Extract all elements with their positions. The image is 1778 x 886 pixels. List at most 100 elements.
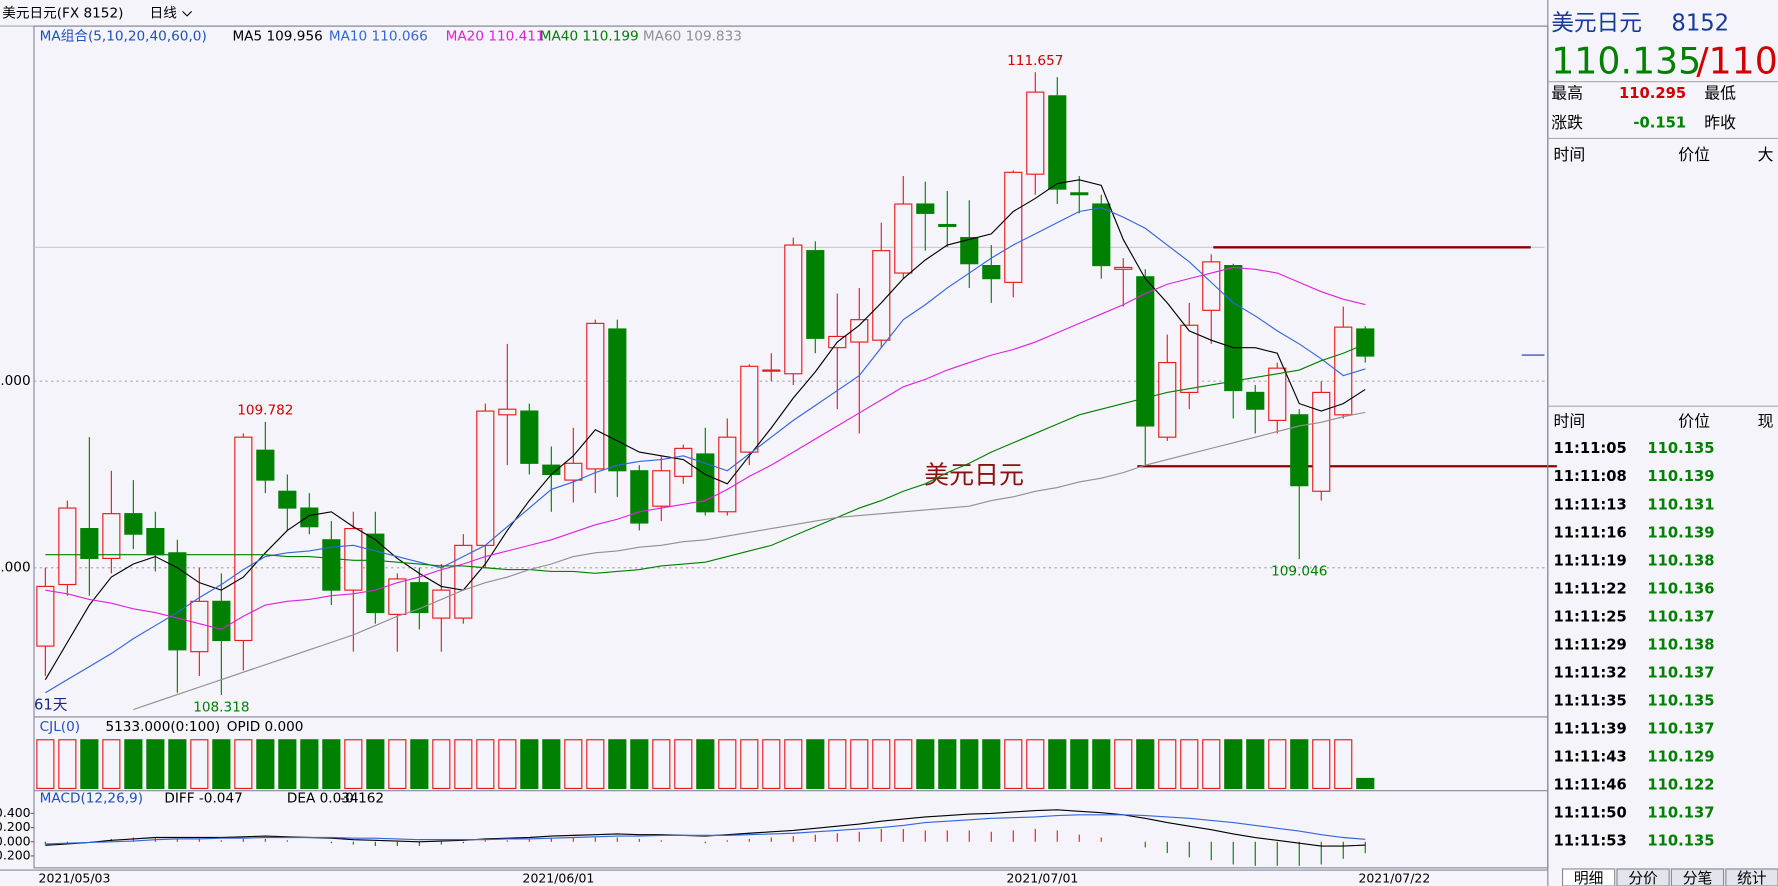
tick-time: 11:11:43 <box>1553 748 1626 765</box>
symbol-label: 美元日元(FX 8152) <box>2 6 123 22</box>
legend-part: DEA <box>287 791 316 807</box>
volume-bar <box>1180 739 1199 790</box>
tick-list: 11:11:05 110.135 11:11:08 110.139 11:11:13 11… <box>1553 440 1714 849</box>
volume-bar <box>1356 777 1375 790</box>
volume-bar <box>520 739 539 790</box>
tick-price: 110.122 <box>1647 776 1714 793</box>
tick-time: 11:11:35 <box>1553 692 1626 709</box>
tab[interactable] <box>1561 868 1616 886</box>
volume-bar <box>366 739 385 790</box>
volume-bar <box>256 739 275 790</box>
candle-body <box>1202 261 1221 311</box>
volume-bar <box>1290 739 1309 790</box>
candle-body <box>564 462 583 481</box>
ma-legend-entry: MA5 109.956 <box>232 28 322 44</box>
tick-time: 11:11:19 <box>1553 552 1626 569</box>
candle-body <box>1048 95 1067 190</box>
candle-body <box>1268 367 1287 421</box>
volume-bar <box>1048 739 1067 790</box>
tab-label[interactable]: 明细 <box>1574 870 1603 886</box>
macd-legend-entry: DIFF -0.047 <box>164 791 242 807</box>
macd-tick-label: 0.000 <box>0 833 31 848</box>
candle-body <box>1114 266 1133 270</box>
candle-body <box>1334 326 1353 416</box>
tick-time: 11:11:16 <box>1553 524 1626 541</box>
volume-bar <box>410 739 429 790</box>
period-label: 61天 <box>34 697 68 714</box>
legend-part: 110.411 <box>488 28 544 44</box>
volume-bar <box>872 739 891 790</box>
quote-price-tail: /110. <box>1696 40 1778 83</box>
volume-bar <box>1334 739 1353 790</box>
candle-body <box>410 582 429 614</box>
tick-time: 11:11:39 <box>1553 720 1626 737</box>
legend-part: 109.956 <box>266 28 322 44</box>
ma-legend-entry: MA20 110.411 <box>446 28 545 44</box>
tick-price: 110.135 <box>1647 440 1714 457</box>
macd-tick-label: 0.400 <box>0 805 31 820</box>
candle-body <box>36 585 55 647</box>
volume-bar <box>740 739 759 790</box>
period-dropdown[interactable]: 日线 <box>150 6 178 22</box>
tick-price: 110.138 <box>1647 636 1714 653</box>
ma-legend-entry: MA10 110.066 <box>329 28 428 44</box>
tick-time: 11:11:46 <box>1553 776 1626 793</box>
tick-price: 110.137 <box>1647 608 1714 625</box>
tab[interactable] <box>1725 868 1778 886</box>
tick-time: 11:11:13 <box>1553 496 1626 513</box>
volume-bar <box>388 739 407 790</box>
legend-part: 0.034 <box>320 791 359 807</box>
column-header: 价位 <box>1678 412 1710 431</box>
candle-body <box>124 513 143 535</box>
volume-bar <box>1136 739 1155 790</box>
candle-body <box>366 533 385 614</box>
candle-body <box>1158 362 1177 438</box>
volume-bar <box>124 739 143 790</box>
candle-body <box>696 453 715 513</box>
tab[interactable] <box>1670 868 1725 886</box>
tick-price: 110.135 <box>1647 692 1714 709</box>
candle-body <box>190 600 209 653</box>
macd-tick-label: -0.200 <box>0 847 31 862</box>
tab-label[interactable]: 分笔 <box>1683 870 1712 886</box>
tab-label[interactable]: 统计 <box>1737 870 1767 886</box>
candle-body <box>212 600 231 642</box>
candle-body <box>388 578 407 615</box>
x-tick-label: 2021/07/22 <box>1358 871 1430 886</box>
candle-body <box>608 328 627 472</box>
high-label: 111.657 <box>1007 53 1063 69</box>
volume-bar <box>146 739 165 790</box>
candle-body <box>1312 391 1331 492</box>
volume-bar <box>586 739 605 790</box>
volume-bar <box>1026 739 1045 790</box>
legend-part: -0.047 <box>199 791 243 807</box>
candle-body <box>520 410 539 464</box>
candle-body <box>498 408 517 416</box>
quote-label: 昨收 <box>1704 113 1736 132</box>
candle-body <box>1026 91 1045 175</box>
quote-label: 最低 <box>1704 84 1736 103</box>
dropdown-arrow[interactable] <box>182 10 193 17</box>
ma-line <box>44 179 1366 680</box>
legend-part: 109.833 <box>686 28 742 44</box>
tick-price: 110.136 <box>1647 580 1714 597</box>
legend-part: MA20 <box>446 28 484 44</box>
volume-bar <box>1092 739 1111 790</box>
volume-bar <box>234 739 253 790</box>
volume-bar <box>1246 739 1265 790</box>
tick-time: 11:11:08 <box>1553 468 1626 485</box>
candle-body <box>894 203 913 274</box>
tab[interactable] <box>1616 868 1670 886</box>
candle-body <box>1356 328 1375 357</box>
volume-bar <box>630 739 649 790</box>
legend-part: MA10 <box>329 28 367 44</box>
ma-line <box>45 266 1366 630</box>
tab-label[interactable]: 分价 <box>1628 870 1658 886</box>
volume-bar <box>432 739 451 790</box>
candle-body <box>806 250 825 339</box>
candle-body <box>1092 203 1111 267</box>
candle-body <box>960 237 979 265</box>
low-label: 108.318 <box>193 699 249 715</box>
candle-body <box>476 410 495 546</box>
